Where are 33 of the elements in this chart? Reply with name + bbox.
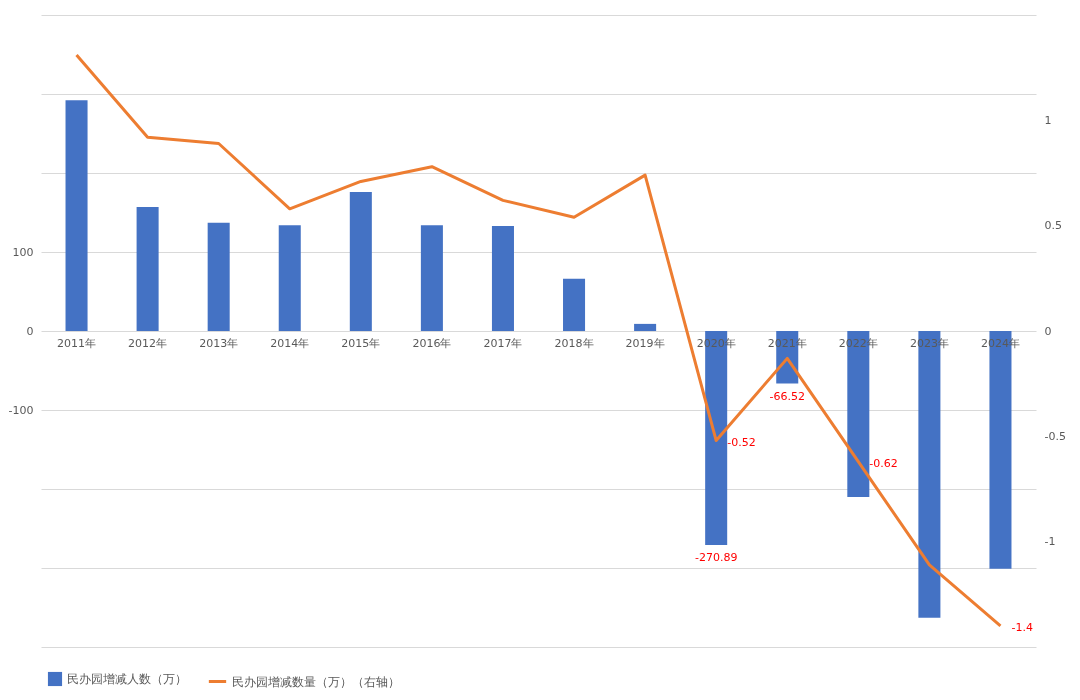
bar	[278, 225, 301, 331]
bar	[349, 191, 372, 331]
y2-tick-label: 0.5	[1044, 219, 1062, 233]
bar	[207, 222, 230, 331]
y2-tick-label: -0.5	[1044, 429, 1066, 443]
x-tick-label: 2015年	[341, 336, 381, 350]
data-label: -0.62	[869, 456, 898, 470]
data-label: -66.52	[769, 389, 805, 403]
y2-tick-label: -1	[1044, 535, 1056, 549]
x-tick-label: 2011年	[57, 336, 97, 350]
data-label: -270.89	[694, 551, 738, 564]
y2-tick-label: 1	[1044, 113, 1052, 127]
bar	[634, 323, 657, 331]
x-tick-label: 2019年	[625, 336, 665, 350]
legend-label: 民办园增减数量（万）（右轴）	[232, 674, 400, 689]
y2-tick-label: 0	[1044, 324, 1052, 338]
bar	[491, 225, 514, 331]
y-tick-label: 100	[12, 245, 34, 259]
y-tick-label: -100	[8, 403, 34, 417]
bar	[65, 100, 88, 331]
data-label: -0.52	[727, 435, 756, 449]
bar	[420, 225, 443, 331]
x-tick-label: 2012年	[128, 336, 168, 350]
bar	[136, 206, 159, 331]
x-tick-label: 2013年	[199, 336, 239, 350]
x-tick-label: 2018年	[554, 336, 594, 350]
x-tick-label: 2016年	[412, 336, 452, 350]
y-tick-label: 0	[26, 324, 34, 338]
bar	[563, 278, 586, 331]
x-tick-label: 2017年	[483, 336, 523, 350]
x-tick-label: 2014年	[270, 336, 310, 350]
legend-label: 民办园增减人数（万）	[67, 672, 187, 686]
data-label: -1.4	[1011, 620, 1033, 634]
